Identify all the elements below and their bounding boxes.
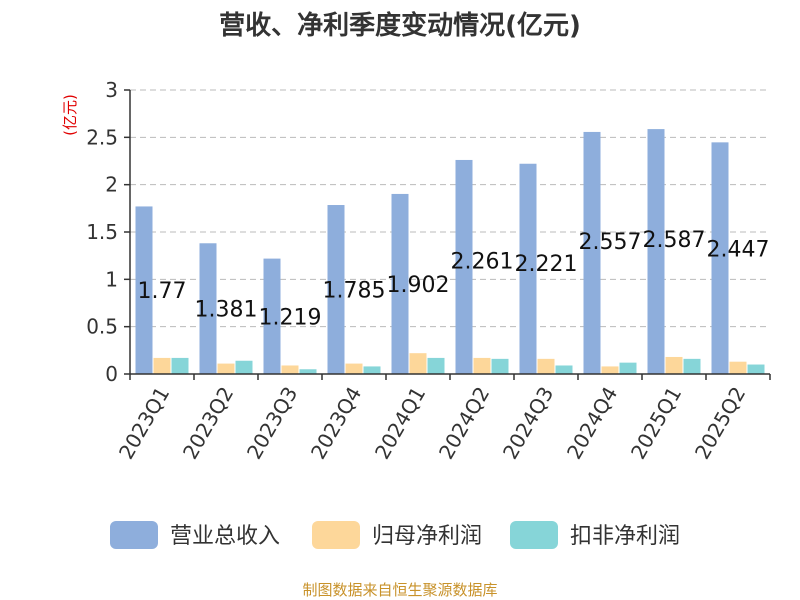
bar-revenue [135,206,153,374]
bar-deducted-net-profit [299,369,317,374]
x-tick-label: 2024Q4 [562,383,622,464]
data-label: 2.221 [515,252,578,277]
legend-label: 扣非净利润 [570,524,680,549]
y-tick-label: 2 [105,173,118,197]
bar-revenue [327,205,345,374]
x-tick-label: 2024Q3 [498,383,558,464]
legend-swatch [510,521,558,549]
bar-deducted-net-profit [491,358,509,374]
bar-deducted-net-profit [683,358,701,374]
bar-net-profit [601,366,619,374]
bar-net-profit [473,357,491,374]
y-unit-label: (亿元) [61,94,79,136]
bar-revenue [455,159,473,374]
y-tick-label: 1.5 [86,220,118,244]
bar-deducted-net-profit [363,366,381,374]
bar-net-profit [345,363,363,374]
bar-net-profit [409,353,427,374]
source-note: 制图数据来自恒生聚源数据库 [302,581,497,599]
x-tick-label: 2025Q2 [690,383,750,464]
data-label: 2.447 [707,237,770,262]
bar-revenue [711,142,729,374]
bar-deducted-net-profit [171,357,189,374]
bar-revenue [583,131,601,374]
bar-revenue [519,163,537,374]
grid [130,89,770,328]
x-tick-label: 2025Q1 [626,383,686,464]
data-label: 2.557 [579,230,642,255]
bar-deducted-net-profit [555,365,573,374]
chart-title: 营收、净利季度变动情况(亿元) [219,10,581,41]
data-label: 1.785 [323,279,386,304]
x-tick-label: 2023Q4 [306,383,366,464]
bar-net-profit [537,358,555,374]
y-tick-label: 3 [105,78,118,102]
bar-deducted-net-profit [235,360,253,374]
bar-revenue [391,193,409,374]
legend: 营业总收入 归母净利润 扣非净利润 [110,521,680,549]
bar-revenue [199,243,217,374]
bar-deducted-net-profit [427,357,445,374]
bars [135,129,765,374]
data-label: 1.381 [195,298,258,323]
data-label: 2.261 [451,249,514,274]
x-tick-label: 2024Q1 [370,383,430,464]
legend-label: 营业总收入 [170,524,280,549]
y-tick-label: 2.5 [86,125,118,149]
x-tick-label: 2023Q3 [242,383,302,464]
data-label: 1.219 [259,305,322,330]
bar-net-profit [729,361,747,374]
legend-swatch [312,521,360,549]
data-label: 2.587 [643,228,706,253]
bar-net-profit [153,357,171,374]
bar-net-profit [217,363,235,374]
x-tick-label: 2023Q1 [114,383,174,464]
bar-net-profit [281,365,299,374]
bar-deducted-net-profit [747,364,765,374]
bar-net-profit [665,356,683,374]
legend-label: 归母净利润 [372,524,482,549]
x-tick-label: 2024Q2 [434,383,494,464]
bar-revenue [647,129,665,374]
data-label: 1.902 [387,273,450,298]
data-label: 1.77 [138,279,187,304]
bar-revenue [263,258,281,374]
bar-deducted-net-profit [619,362,637,374]
y-tick-label: 0 [105,362,118,386]
y-tick-label: 1 [105,267,118,291]
legend-swatch [110,521,158,549]
y-tick-label: 0.5 [86,315,118,339]
x-tick-label: 2023Q2 [178,383,238,464]
